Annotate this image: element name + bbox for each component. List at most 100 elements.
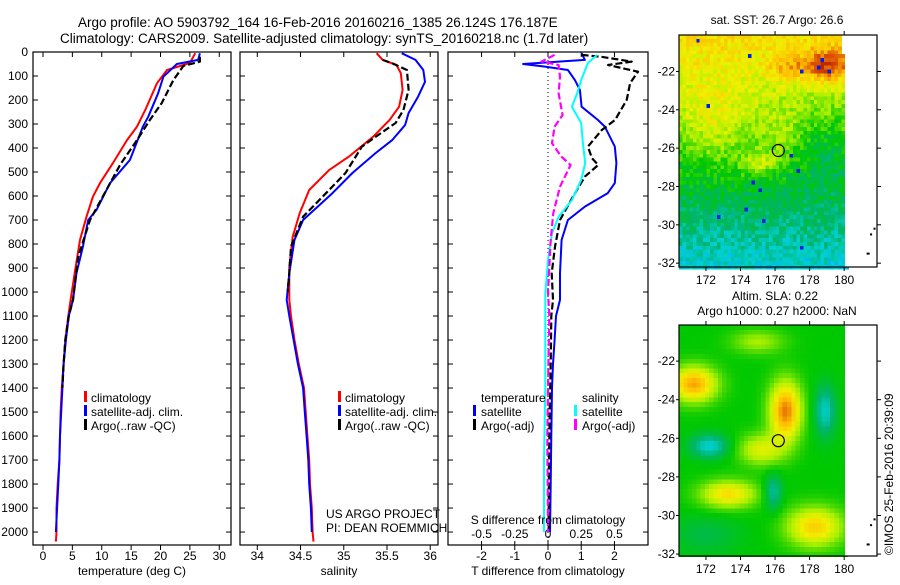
- map-cell: [822, 325, 827, 330]
- map-cell: [826, 446, 831, 451]
- map-cell: [841, 257, 845, 261]
- map-cell: [804, 388, 809, 393]
- map-cell: [696, 489, 701, 494]
- map-cell: [822, 383, 827, 388]
- map-cell: [693, 93, 697, 97]
- map-cell: [779, 35, 783, 39]
- map-cell: [709, 470, 714, 475]
- map-cell: [761, 359, 766, 364]
- map-cell: [800, 261, 804, 265]
- map-cell: [738, 254, 742, 258]
- map-cell: [830, 484, 835, 489]
- map-cell: [791, 533, 796, 538]
- map-cell: [738, 246, 742, 250]
- map-cell: [679, 58, 683, 62]
- map-cell: [693, 181, 697, 185]
- map-cell: [731, 460, 736, 465]
- map-cell: [810, 127, 814, 131]
- map-cell: [769, 58, 773, 62]
- map-cell: [791, 383, 796, 388]
- map-cell: [804, 450, 809, 455]
- map-cell: [813, 494, 818, 499]
- map-cell: [686, 165, 690, 169]
- map-cell: [831, 139, 835, 143]
- map-cell: [793, 246, 797, 250]
- map-cell: [822, 523, 827, 528]
- map-cell: [772, 70, 776, 74]
- map-cell: [817, 412, 822, 417]
- map-cell: [752, 330, 757, 335]
- map-cell: [830, 349, 835, 354]
- map-cell: [787, 354, 792, 359]
- map-cell: [740, 397, 745, 402]
- map-cell: [835, 158, 839, 162]
- map-cell: [724, 177, 728, 181]
- map-cell: [817, 344, 822, 349]
- map-cell: [717, 39, 721, 43]
- map-cell: [727, 431, 732, 436]
- map-cell: [701, 407, 706, 412]
- map-cell: [841, 62, 845, 66]
- map-cell: [826, 494, 831, 499]
- map-cell: [722, 388, 727, 393]
- map-cell: [779, 188, 783, 192]
- map-cell: [803, 208, 807, 212]
- map-cell: [787, 547, 792, 552]
- map-cell: [835, 58, 839, 62]
- map-cell: [679, 465, 684, 470]
- map-cell: [679, 475, 684, 480]
- map-cell: [740, 388, 745, 393]
- map-cell: [804, 417, 809, 422]
- map-cell: [740, 494, 745, 499]
- map-cell: [835, 39, 839, 43]
- map-cell: [705, 373, 710, 378]
- map-cell: [731, 116, 735, 120]
- map-cell: [748, 537, 753, 542]
- map-cell: [839, 397, 844, 402]
- map-cell: [796, 533, 801, 538]
- map-cell: [830, 407, 835, 412]
- map-cell: [783, 528, 788, 533]
- map-cell: [824, 250, 828, 254]
- map-cell: [803, 169, 807, 173]
- map-cell: [824, 185, 828, 189]
- map-cell: [709, 446, 714, 451]
- map-cell: [738, 108, 742, 112]
- map-cell: [800, 123, 804, 127]
- map-cell: [796, 470, 801, 475]
- map-cell: [735, 393, 740, 398]
- map-cell: [772, 254, 776, 258]
- map-cell: [722, 484, 727, 489]
- map-cell: [809, 475, 814, 480]
- map-cell: [722, 542, 727, 547]
- map-cell: [769, 215, 773, 219]
- map-cell: [778, 335, 783, 340]
- map-cell: [830, 489, 835, 494]
- map-cell: [696, 349, 701, 354]
- map-cell: [755, 154, 759, 158]
- map-cell: [718, 528, 723, 533]
- y-tick-label: 1200: [1, 333, 28, 347]
- map-cell: [679, 66, 683, 70]
- map-cell: [839, 446, 844, 451]
- map-cell: [793, 231, 797, 235]
- map-cell: [762, 173, 766, 177]
- map-cell: [765, 470, 770, 475]
- map-cell: [679, 450, 684, 455]
- map-cell: [705, 325, 710, 330]
- map-cell: [841, 219, 845, 223]
- map-cell: [786, 127, 790, 131]
- map-cell: [810, 104, 814, 108]
- map-cell: [752, 504, 757, 509]
- map-cell: [770, 417, 775, 422]
- map-cell: [774, 412, 779, 417]
- map-cell: [748, 470, 753, 475]
- profile-panels: 0100200300400500600700800900100011001200…: [1, 45, 648, 563]
- map-cell: [692, 344, 697, 349]
- map-cell: [824, 54, 828, 58]
- map-cell: [755, 58, 759, 62]
- map-cell: [779, 254, 783, 258]
- map-cell: [683, 504, 688, 509]
- map-cell: [717, 50, 721, 54]
- map-cell: [693, 215, 697, 219]
